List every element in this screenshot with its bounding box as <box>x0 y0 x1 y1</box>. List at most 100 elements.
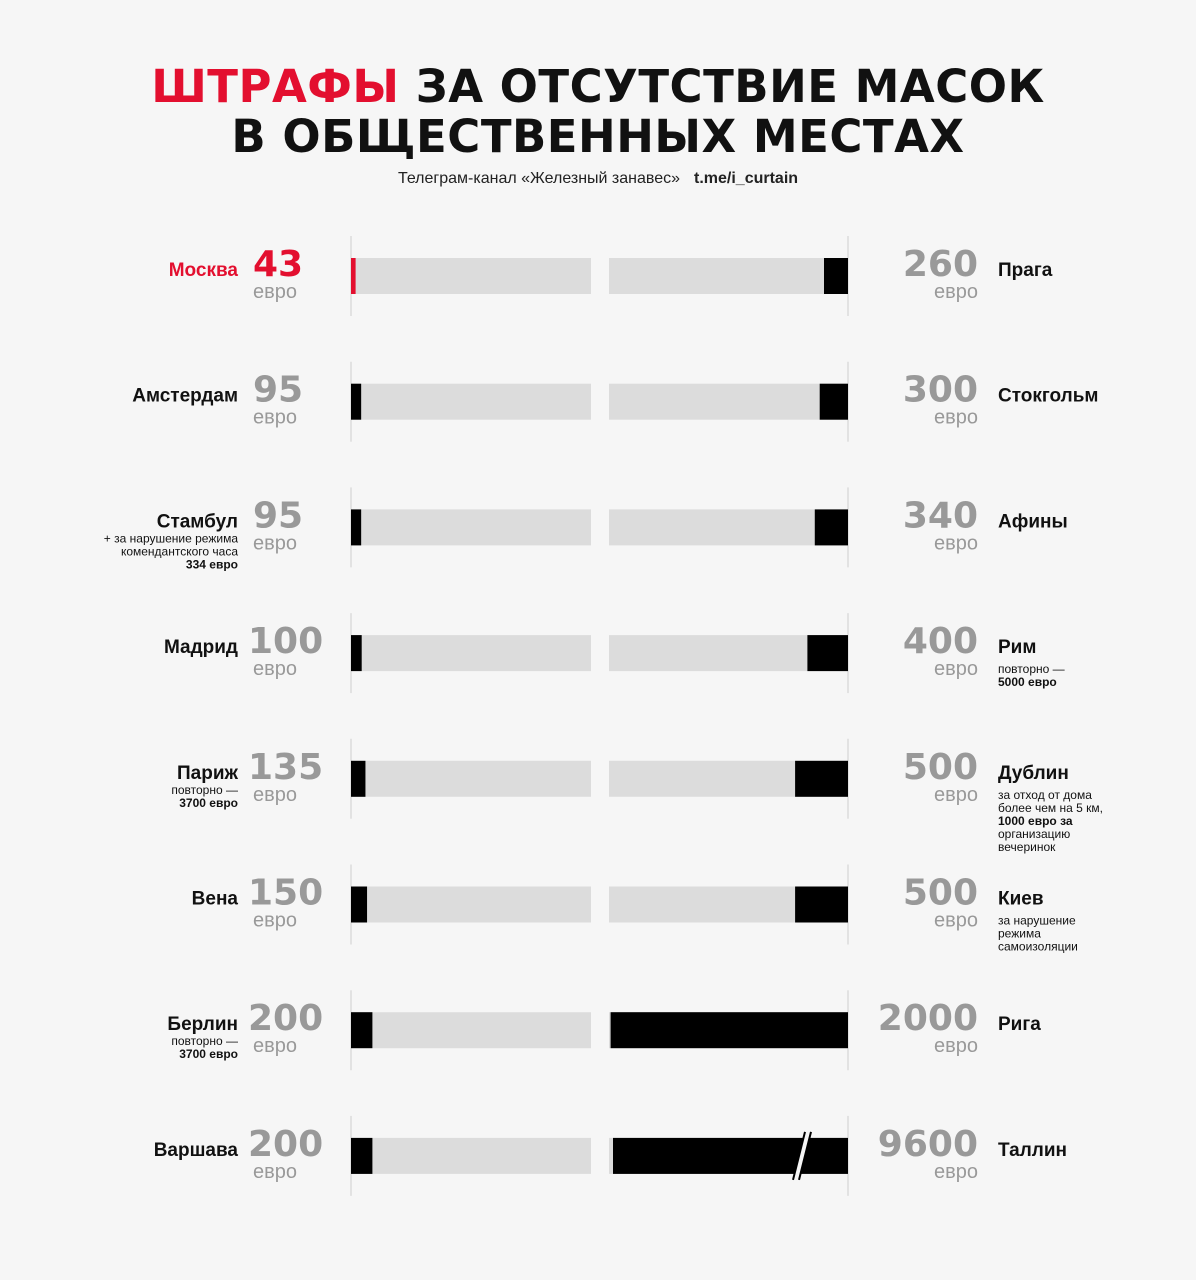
bar-track <box>609 258 848 294</box>
city-label: Стамбул <box>157 511 238 532</box>
bar-5 <box>795 886 848 923</box>
city-note-line: организацию <box>998 827 1070 841</box>
city-label: Киев <box>998 889 1044 910</box>
unit-label: евро <box>253 658 297 680</box>
city-note-line: + за нарушение режима <box>104 531 239 545</box>
city-label: Афины <box>998 511 1068 532</box>
bar-track <box>351 258 591 294</box>
bar-track <box>351 1012 591 1049</box>
value-label: 150 <box>248 873 323 914</box>
city-note-line: режима <box>998 927 1041 941</box>
unit-label: евро <box>253 281 297 303</box>
city-note-line: более чем на 5 км, <box>998 801 1103 815</box>
city-note-line: 5000 евро <box>998 675 1057 689</box>
bar-track <box>351 1137 591 1174</box>
city-note-line: за отход от дома <box>998 788 1092 802</box>
unit-label: евро <box>253 784 297 806</box>
city-label: Дублин <box>998 763 1069 784</box>
city-note-line: самоизоляции <box>998 940 1078 954</box>
bar-track <box>609 509 848 546</box>
bar-track <box>351 635 591 672</box>
city-label: Мадрид <box>164 637 238 658</box>
bar-7 <box>351 1137 373 1174</box>
value-label: 9600 <box>878 1124 978 1165</box>
chart-title-rest: ЗА ОТСУТСТВИЕ МАСОК <box>415 60 1045 113</box>
city-label: Париж <box>177 763 239 784</box>
unit-label: евро <box>934 658 978 680</box>
unit-label: евро <box>253 910 297 932</box>
unit-label: евро <box>934 784 978 806</box>
bar-3 <box>351 635 362 672</box>
bar-6 <box>351 1012 373 1049</box>
unit-label: евро <box>934 1161 978 1183</box>
value-label: 200 <box>248 998 323 1039</box>
source-link[interactable]: t.me/i_curtain <box>694 170 799 187</box>
bar-7 <box>613 1137 848 1174</box>
unit-label: евро <box>253 407 297 429</box>
value-label: 2000 <box>878 998 978 1039</box>
city-label: Стокгольм <box>998 386 1099 407</box>
city-label: Москва <box>169 260 239 281</box>
city-label: Амстердам <box>132 386 238 407</box>
city-label: Прага <box>998 260 1053 281</box>
unit-label: евро <box>253 532 297 554</box>
bar-4 <box>795 760 848 797</box>
city-note-line: за нарушение <box>998 914 1076 928</box>
city-label: Вена <box>192 889 239 910</box>
bar-1 <box>351 383 362 420</box>
bar-track <box>351 509 591 546</box>
bar-4 <box>351 760 366 797</box>
city-note-line: вечеринок <box>998 840 1056 854</box>
bar-3 <box>807 635 848 672</box>
value-label: 400 <box>903 621 978 662</box>
city-note-line: повторно — <box>998 662 1065 676</box>
value-label: 200 <box>248 1124 323 1165</box>
city-label: Рига <box>998 1014 1041 1035</box>
bar-track <box>351 886 591 923</box>
chart-title-accent: ШТРАФЫ <box>151 60 400 113</box>
unit-label: евро <box>253 1035 297 1057</box>
city-label: Варшава <box>154 1140 239 1161</box>
unit-label: евро <box>934 910 978 932</box>
city-note-line: комендантского часа <box>121 544 238 558</box>
bar-track <box>351 760 591 797</box>
city-note-line: 334 евро <box>186 557 238 571</box>
city-label: Берлин <box>167 1014 238 1035</box>
axis-break-mark <box>792 1131 806 1181</box>
value-label: 95 <box>253 370 303 411</box>
value-label: 43 <box>253 244 303 285</box>
bar-5 <box>351 886 368 923</box>
value-label: 95 <box>253 495 303 536</box>
city-note-line: 1000 евро за <box>998 814 1073 828</box>
chart-subtitle: Телеграм-канал «Железный занавес» t.me/i_… <box>0 170 1196 188</box>
unit-label: евро <box>934 1035 978 1057</box>
city-note-line: 3700 евро <box>179 796 238 810</box>
city-note-line: 3700 евро <box>179 1047 238 1061</box>
bar-track <box>609 383 848 420</box>
chart-title-line-1: ШТРАФЫ ЗА ОТСУТСТВИЕ МАСОК <box>0 62 1196 112</box>
bar-6 <box>610 1012 848 1049</box>
value-label: 500 <box>903 873 978 914</box>
unit-label: евро <box>934 407 978 429</box>
city-note-line: повторно — <box>171 1034 238 1048</box>
bar-0 <box>824 258 848 294</box>
value-label: 500 <box>903 747 978 788</box>
value-label: 135 <box>248 747 323 788</box>
bar-2 <box>814 509 848 546</box>
value-label: 340 <box>903 495 978 536</box>
bar-2 <box>351 509 362 546</box>
unit-label: евро <box>934 281 978 303</box>
value-label: 300 <box>903 370 978 411</box>
city-label: Таллин <box>998 1140 1067 1161</box>
bar-track <box>351 383 591 420</box>
city-note-line: повторно — <box>171 783 238 797</box>
axis-break-mark <box>793 1131 811 1180</box>
unit-label: евро <box>253 1161 297 1183</box>
bar-0 <box>351 258 356 294</box>
source-label: Телеграм-канал «Железный занавес» <box>397 170 681 187</box>
value-label: 100 <box>248 621 323 662</box>
unit-label: евро <box>934 532 978 554</box>
chart-title-line-2: В ОБЩЕСТВЕННЫХ МЕСТАХ <box>231 110 965 163</box>
axis-break-mark <box>798 1131 812 1181</box>
